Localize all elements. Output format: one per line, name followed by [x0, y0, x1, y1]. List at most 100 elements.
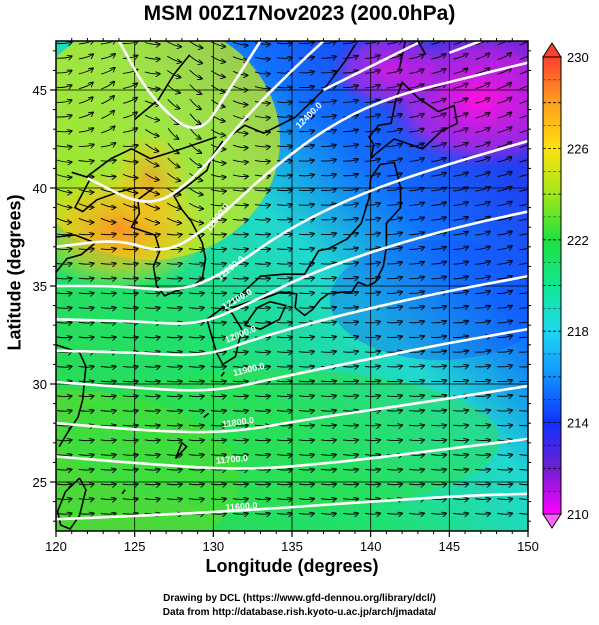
wind-arrow [210, 293, 226, 294]
wind-arrow [210, 219, 226, 220]
wind-arrow [100, 440, 116, 441]
x-tick-label: 140 [360, 539, 382, 554]
wind-arrow [276, 102, 292, 103]
wind-arrow [144, 455, 160, 456]
wind-arrow [497, 321, 512, 323]
wind-arrow [100, 54, 115, 60]
wind-arrow [144, 337, 160, 338]
wind-arrow [497, 513, 512, 514]
wind-arrow [387, 395, 402, 396]
wind-arrow [497, 187, 511, 192]
height-contour [56, 384, 528, 434]
wind-arrow [497, 425, 512, 426]
wind-arrow [298, 160, 314, 161]
height-contour [117, 41, 262, 130]
wind-arrow [453, 455, 468, 456]
wind-arrow [343, 455, 358, 456]
wind-arrow [343, 263, 358, 264]
wind-arrow [343, 56, 358, 59]
wind-arrow [144, 217, 159, 223]
wind-arrow [254, 234, 270, 235]
wind-arrow [276, 219, 292, 220]
wind-arrow [409, 455, 424, 456]
wind-arrow [254, 322, 270, 323]
wind-arrow [56, 42, 72, 43]
wind-arrow [453, 54, 468, 60]
wind-arrow [232, 264, 248, 265]
wind-arrow [343, 425, 358, 426]
wind-arrow [78, 293, 94, 294]
wind-arrow [321, 219, 336, 220]
wind-arrow [56, 513, 72, 514]
wind-arrow [232, 499, 248, 500]
wind-arrow [78, 54, 93, 60]
wind-arrow [387, 173, 402, 176]
wind-arrow [78, 308, 94, 309]
wind-arrow [254, 249, 270, 250]
wind-arrow [144, 425, 160, 426]
wind-arrow [166, 202, 181, 209]
coastline-segment [134, 54, 191, 121]
credit-drawing: Drawing by DCL (https://www.gfd-dennou.o… [163, 593, 436, 604]
wind-arrow [144, 381, 160, 382]
wind-arrow [276, 278, 292, 279]
wind-arrow [497, 395, 512, 396]
wind-arrow [78, 366, 94, 367]
wind-arrow [298, 337, 314, 338]
wind-arrow [497, 484, 512, 485]
wind-arrow [122, 513, 138, 514]
wind-arrow [56, 56, 72, 58]
wind-arrow [188, 337, 204, 338]
wind-arrow [100, 263, 116, 264]
wind-arrow [166, 499, 182, 500]
wind-arrow [298, 366, 314, 367]
coastline-segment [203, 412, 210, 418]
wind-arrow [343, 336, 358, 337]
wind-arrow [276, 204, 292, 205]
wind-arrow [365, 70, 380, 73]
wind-arrow [453, 247, 468, 250]
wind-arrow [343, 71, 358, 74]
wind-arrow [320, 484, 336, 485]
wind-arrow [167, 172, 180, 181]
x-tick-label: 130 [202, 539, 224, 554]
wind-arrow [497, 157, 512, 163]
wind-arrow [365, 233, 380, 235]
wind-arrow [497, 306, 512, 309]
wind-arrow [78, 145, 94, 147]
wind-arrow [166, 352, 182, 353]
wind-arrow [387, 247, 402, 249]
wind-arrow [188, 499, 204, 500]
wind-arrow [409, 99, 424, 103]
wind-arrow [100, 234, 116, 235]
wind-arrow [365, 351, 380, 352]
wind-arrow [453, 469, 468, 470]
wind-arrow [320, 469, 336, 470]
wind-arrow [276, 87, 292, 88]
wind-arrow [56, 411, 72, 412]
wind-arrow [56, 484, 72, 485]
wind-arrow [100, 455, 116, 456]
wind-arrow [475, 187, 489, 191]
wind-arrow [497, 261, 512, 264]
wind-arrow [298, 234, 314, 235]
wind-arrow [122, 455, 138, 456]
wind-arrow [78, 337, 94, 338]
wind-arrow [497, 365, 512, 367]
wind-arrow [298, 425, 314, 426]
wind-arrow [100, 143, 116, 147]
chart-title: MSM 00Z17Nov2023 (200.0hPa) [143, 2, 456, 25]
wind-arrow [144, 308, 160, 309]
wind-arrow [298, 101, 314, 102]
wind-arrow [78, 41, 94, 44]
wind-arrow [100, 322, 116, 323]
wind-arrow [56, 499, 72, 500]
x-tick-label: 120 [45, 539, 67, 554]
wind-arrow [232, 425, 248, 426]
wind-arrow [254, 499, 270, 500]
wind-arrow [254, 116, 270, 118]
wind-arrow [431, 469, 446, 470]
wind-arrow [343, 307, 358, 308]
wind-arrow [188, 293, 204, 294]
wind-arrow [254, 57, 270, 59]
